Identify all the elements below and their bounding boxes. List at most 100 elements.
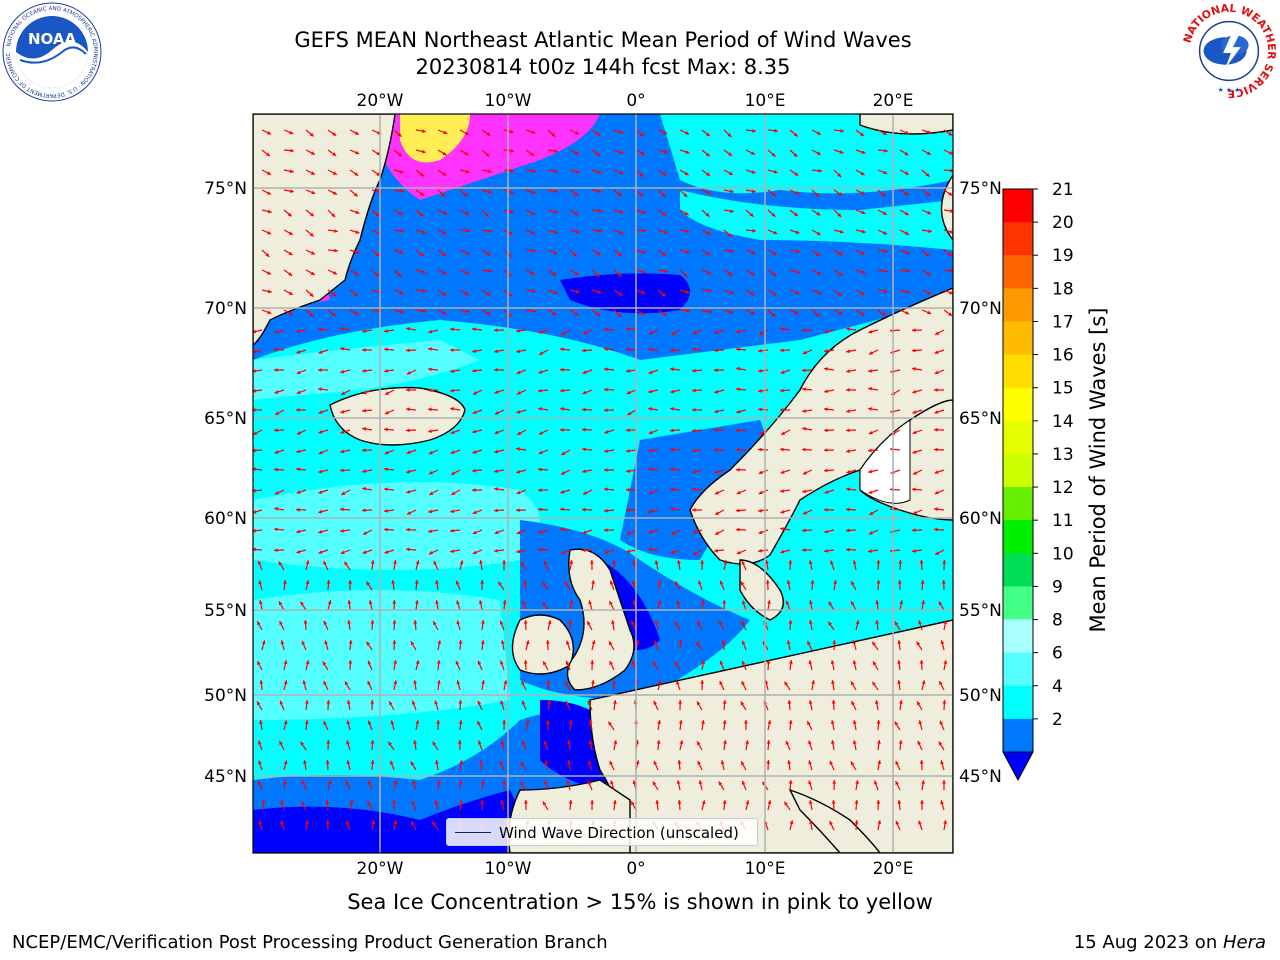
- wind-arrowhead: [309, 132, 314, 137]
- wind-arrowhead: [318, 387, 322, 392]
- wind-arrowhead: [465, 270, 470, 275]
- wind-arrowhead: [368, 600, 373, 605]
- wind-arrowhead: [596, 132, 601, 136]
- wind-arrowhead: [808, 780, 812, 785]
- chart-title: GEFS MEAN Northeast Atlantic Mean Period…: [294, 28, 912, 52]
- wind-arrowhead: [619, 230, 624, 235]
- wind-arrowhead: [333, 270, 338, 275]
- wind-arrowhead: [939, 681, 943, 686]
- wind-arrowhead: [780, 489, 784, 493]
- wind-arrowhead: [816, 231, 821, 235]
- wind-arrowhead: [670, 428, 674, 433]
- wind-arrowhead: [632, 600, 637, 605]
- wind-arrowhead: [948, 312, 953, 316]
- wind-arrowhead: [875, 620, 879, 624]
- wind-arrowhead: [567, 760, 571, 764]
- colorbar-segment: [1003, 685, 1033, 720]
- wind-arrowhead: [375, 252, 380, 257]
- wind-arrowhead: [918, 820, 922, 825]
- wind-arrowhead: [816, 211, 821, 216]
- noaa-logo: NATIONAL OCEANIC AND ATMOSPHERIC ADMINIS…: [2, 2, 102, 102]
- wind-arrowhead: [839, 229, 844, 234]
- wind-arrowhead: [421, 149, 426, 154]
- wind-arrowhead: [422, 129, 426, 133]
- wind-arrowhead: [809, 600, 813, 604]
- wind-arrowhead: [428, 407, 432, 412]
- wind-arrowhead: [676, 600, 681, 605]
- wind-arrowhead: [840, 128, 844, 133]
- top-lon-label: 0°: [626, 91, 645, 111]
- wind-arrowhead: [346, 740, 350, 745]
- wind-arrowhead: [802, 528, 806, 533]
- wind-arrowhead: [554, 149, 558, 153]
- wind-arrowhead: [714, 330, 719, 335]
- wind-arrowhead: [784, 801, 788, 806]
- wind-arrowhead: [793, 153, 798, 157]
- wind-arrowhead: [938, 601, 943, 606]
- wind-arrowhead: [772, 251, 777, 255]
- wind-arrowhead: [458, 780, 463, 784]
- wind-arrowhead: [568, 800, 573, 804]
- wind-arrowhead: [861, 150, 866, 154]
- wind-arrowhead: [318, 550, 323, 554]
- wind-arrowhead: [920, 580, 925, 584]
- wind-arrowhead: [442, 151, 447, 156]
- wind-arrowhead: [516, 328, 520, 333]
- wind-arrowhead: [626, 549, 631, 554]
- wind-arrowhead: [639, 193, 644, 197]
- wind-arrowhead: [705, 132, 710, 137]
- wind-arrowhead: [727, 232, 732, 237]
- wind-arrowhead: [258, 760, 262, 765]
- wind-arrowhead: [323, 561, 327, 566]
- colorbar-tick-label: 11: [1052, 511, 1074, 531]
- wind-arrowhead: [450, 327, 454, 332]
- footer-branch: NCEP/EMC/Verification Post Processing Pr…: [12, 932, 608, 953]
- wind-arrowhead: [346, 700, 351, 704]
- wind-arrowhead: [406, 450, 411, 455]
- colorbar-tick-label: 19: [1052, 246, 1074, 266]
- wind-arrowhead: [904, 151, 909, 156]
- wind-arrowhead: [692, 469, 697, 474]
- wind-arrowhead: [610, 780, 614, 785]
- wind-arrowhead: [802, 548, 806, 552]
- wind-arrowhead: [934, 410, 939, 414]
- wind-arrowhead: [545, 720, 550, 724]
- wind-arrowhead: [310, 251, 315, 255]
- wind-arrowhead: [450, 509, 454, 514]
- wind-arrowhead: [393, 780, 398, 785]
- wind-arrowhead: [897, 800, 902, 804]
- wind-arrowhead: [693, 551, 698, 555]
- wind-arrowhead: [367, 801, 371, 806]
- wind-arrowhead: [415, 720, 420, 725]
- wind-arrowhead: [899, 600, 904, 605]
- wind-arrowhead: [707, 309, 712, 314]
- wind-arrowhead: [824, 367, 828, 371]
- wind-arrowhead: [767, 800, 772, 805]
- wind-arrowhead: [714, 469, 719, 474]
- wind-arrowhead: [736, 508, 740, 513]
- wind-arrowhead: [677, 560, 681, 564]
- wind-arrowhead: [253, 467, 256, 472]
- wind-arrowhead: [450, 369, 454, 374]
- wind-arrowhead: [935, 331, 940, 335]
- wind-arrowhead: [267, 310, 272, 315]
- wind-arrowhead: [692, 407, 696, 412]
- wind-arrowhead: [370, 700, 375, 704]
- wind-arrowhead: [613, 740, 618, 745]
- wind-arrowhead: [661, 292, 666, 297]
- wind-arrowhead: [758, 508, 762, 513]
- wind-arrowhead: [758, 369, 762, 373]
- wind-arrowhead: [472, 530, 477, 535]
- wind-arrowhead: [326, 740, 331, 744]
- wind-arrowhead: [450, 528, 454, 533]
- wind-arrowhead: [288, 272, 293, 276]
- wind-arrowhead: [678, 720, 683, 724]
- colorbar-extend-arrow: [1002, 751, 1034, 782]
- wind-arrowhead: [393, 560, 397, 564]
- wind-arrowhead: [516, 409, 521, 414]
- wind-arrowhead: [917, 740, 922, 745]
- wind-arrowhead: [781, 431, 786, 435]
- wind-arrowhead: [355, 210, 360, 215]
- wind-arrowhead: [904, 231, 909, 235]
- wind-arrowhead: [265, 253, 270, 257]
